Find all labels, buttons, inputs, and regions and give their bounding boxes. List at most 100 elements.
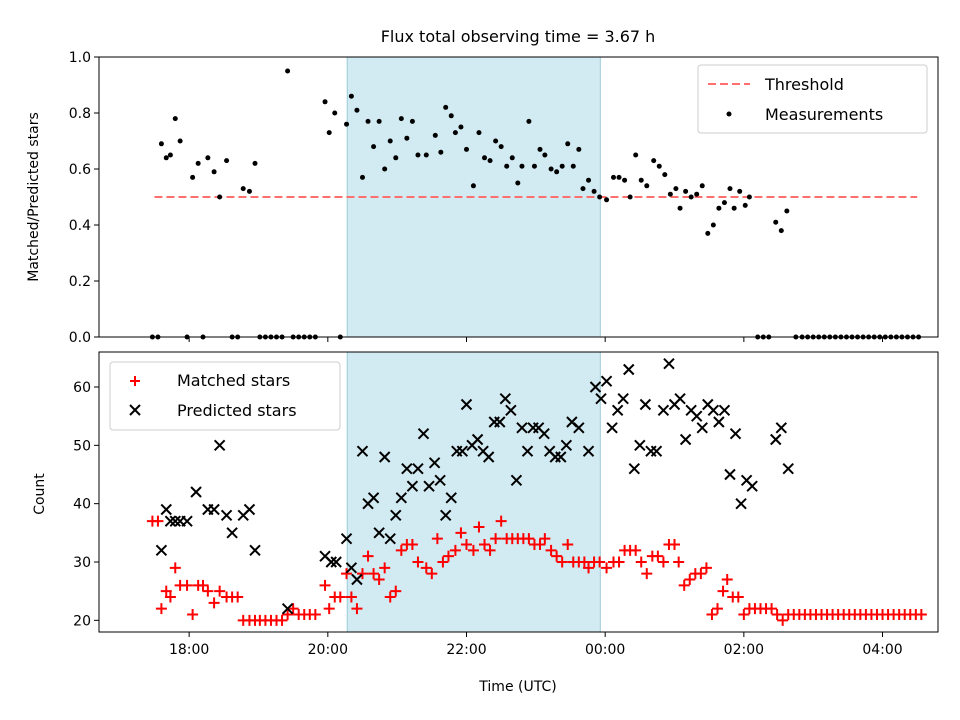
predicted-star-point — [595, 392, 607, 405]
legend-matched-label: Matched stars — [177, 371, 290, 390]
measurement-point — [710, 222, 716, 228]
predicted-star-point — [499, 392, 512, 405]
predicted-star-point — [208, 503, 220, 516]
predicted-star-point — [555, 451, 567, 463]
predicted-star-point — [439, 509, 452, 522]
measurement-point — [404, 135, 410, 141]
matched-star-point — [351, 603, 363, 615]
y-tick-label: 50 — [73, 438, 91, 454]
measurement-point — [515, 180, 521, 186]
predicted-star-point — [611, 404, 624, 417]
predicted-star-point — [401, 462, 413, 475]
matched-star-point — [915, 609, 927, 620]
matched-star-point — [282, 609, 294, 620]
measurement-point — [667, 191, 673, 197]
predicted-star-point — [345, 562, 358, 574]
chart-title: Flux total observing time = 3.67 h — [381, 27, 656, 46]
legend-bottom: Matched stars Predicted stars — [109, 361, 341, 431]
predicted-star-point — [600, 375, 613, 387]
predicted-star-point — [735, 497, 747, 510]
predicted-star-point — [674, 392, 686, 405]
matched-star-point — [766, 603, 778, 615]
predicted-star-point — [390, 509, 402, 522]
y-tick-label: 0.6 — [69, 162, 91, 178]
predicted-star-point — [378, 451, 391, 463]
matched-star-point — [669, 539, 681, 550]
measurement-point — [699, 183, 705, 189]
measurement-point — [177, 138, 183, 144]
measurement-point — [163, 155, 169, 161]
matched-star-point — [717, 585, 729, 597]
matched-star-point — [197, 579, 209, 591]
predicted-star-point — [521, 445, 534, 457]
measurement-point — [359, 174, 365, 180]
measurement-point — [580, 186, 586, 192]
x-tick-label: 22:00 — [446, 642, 486, 658]
matched-star-point — [152, 515, 164, 527]
series-measurements — [149, 68, 922, 340]
predicted-star-point — [417, 427, 430, 440]
measurement-point — [597, 194, 603, 200]
x-tick-label: 04:00 — [862, 642, 902, 658]
measurement-point — [476, 130, 482, 136]
matched-star-point — [495, 515, 507, 527]
y-tick-label: 30 — [73, 555, 91, 571]
measurement-point — [211, 169, 217, 175]
predicted-star-point — [395, 492, 408, 504]
matched-star-point — [652, 550, 664, 562]
matched-star-point — [490, 533, 502, 545]
top-axes: 0.0 0.2 0.4 0.6 0.8 1.0 — [69, 50, 939, 346]
legend-bottom-frame — [109, 361, 341, 431]
matched-star-point — [155, 603, 167, 615]
matched-star-point — [562, 539, 574, 550]
measurement-point — [705, 230, 711, 236]
matched-star-point — [467, 544, 479, 556]
measurement-point — [519, 163, 525, 169]
predicted-star-point — [623, 363, 635, 376]
measurement-point — [452, 130, 458, 136]
predicted-star-point — [428, 457, 441, 469]
matched-star-point — [706, 609, 718, 620]
matched-star-point — [214, 585, 226, 597]
y-tick-label: 0.0 — [69, 330, 91, 346]
predicted-star-point — [356, 445, 369, 457]
measurement-point — [423, 152, 429, 158]
predicted-star-point — [516, 422, 528, 434]
measurement-point — [509, 155, 515, 161]
measurement-point — [721, 200, 727, 206]
measurement-point — [482, 155, 488, 161]
y-tick-label: 0.8 — [69, 106, 91, 122]
predicted-star-point — [330, 556, 342, 568]
measurement-point — [195, 160, 201, 166]
matched-star-point — [551, 550, 563, 562]
matched-star-point — [678, 579, 690, 591]
measurement-point — [382, 166, 388, 172]
predicted-star-point — [650, 445, 663, 457]
axes-frame — [98, 56, 939, 338]
matched-star-point — [460, 539, 472, 550]
predicted-star-point — [628, 462, 641, 475]
legend-top-frame — [697, 64, 928, 134]
measurement-point — [365, 118, 371, 124]
matched-star-point — [578, 556, 590, 568]
matched-star-point — [635, 556, 647, 568]
measurement-point — [332, 110, 338, 116]
matched-star-point — [420, 562, 432, 574]
matched-star-point — [657, 556, 669, 568]
matched-star-point — [181, 579, 193, 591]
predicted-star-point — [690, 410, 703, 422]
predicted-star-point — [775, 422, 788, 434]
measurement-point — [570, 163, 576, 169]
predicted-star-point — [729, 427, 742, 440]
measurement-point — [158, 141, 164, 147]
predicted-star-point — [434, 474, 446, 487]
matched-star-point — [368, 568, 380, 580]
measurement-point — [344, 121, 350, 127]
predicted-star-point — [190, 486, 202, 498]
matched-star-point — [164, 591, 176, 603]
matched-star-point — [412, 556, 424, 568]
matched-star-point — [384, 591, 396, 603]
measurement-point — [398, 116, 404, 122]
predicted-star-point — [164, 515, 177, 527]
axes-frame — [98, 351, 939, 633]
